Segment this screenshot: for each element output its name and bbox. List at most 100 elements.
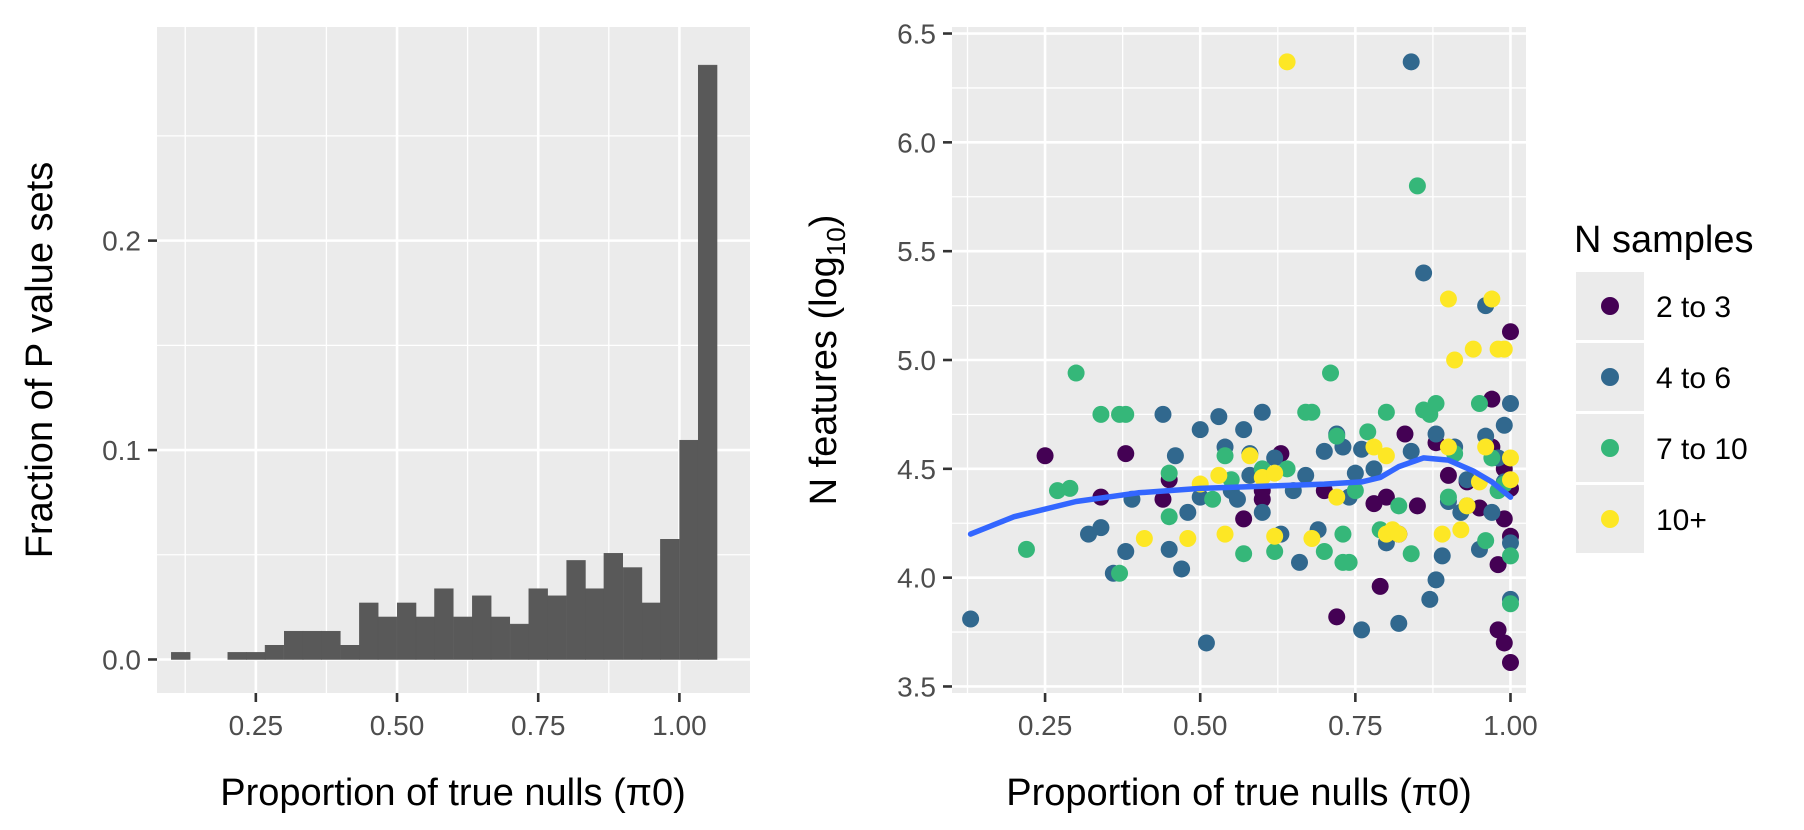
histogram-bar [321,630,341,660]
scatter-smooth-trend-line [967,455,1514,537]
scatter-point [1390,497,1408,515]
scatter-point [1191,421,1209,439]
histogram-bar [472,595,492,660]
scatter-point [1489,621,1507,639]
scatter-point [1377,447,1395,465]
scatter-point [1235,545,1253,563]
scatter-point [1353,621,1371,639]
scatter-point [1117,405,1135,423]
legend-label: 2 to 3 [1656,291,1731,324]
legend-items: 2 to 3 4 to 6 7 to 10 10+ [1576,272,1748,553]
scatter-point [1495,416,1513,434]
scatter-point [1092,405,1110,423]
y-tick-label: 4.0 [897,563,936,594]
histogram-bar [603,553,623,660]
scatter-point [1135,529,1153,547]
scatter-point [1017,540,1035,558]
legend-title: N samples [1574,219,1754,261]
scatter-point [1322,364,1340,382]
histogram-bar [377,616,398,660]
scatter-point [1067,364,1085,382]
histogram-bar [490,616,511,660]
scatter-point [1291,553,1309,571]
scatter-y-axis-title-end: ) [803,215,845,228]
scatter-point [1439,438,1457,456]
scatter-point [1216,525,1234,543]
scatter-point [1204,490,1222,508]
scatter-point [1160,540,1178,558]
scatter-point [1477,438,1495,456]
histogram-x-axis: 0.25 0.50 0.75 1.00 [229,693,707,741]
histogram-bar [679,439,699,660]
scatter-point [962,610,980,628]
scatter-point [1359,423,1377,441]
scatter-point [1464,340,1482,358]
scatter-point [1346,482,1364,500]
scatter-point [1433,525,1451,543]
scatter-point [1402,53,1420,71]
legend-key-dot [1601,510,1619,528]
scatter-point [1371,577,1389,595]
scatter-point [1061,479,1079,497]
x-tick-label: 0.25 [229,710,284,741]
scatter-point [1278,53,1296,71]
x-tick-label: 0.50 [370,710,425,741]
scatter-point [1166,447,1184,465]
histogram-bar [585,588,605,660]
y-tick-label: 6.5 [897,19,936,50]
legend-label: 4 to 6 [1656,362,1731,395]
y-tick-label: 6.0 [897,127,936,158]
scatter-point [1173,560,1191,578]
histogram-bar [566,560,586,660]
x-tick-label: 0.75 [511,710,566,741]
scatter-point [1427,571,1445,589]
scatter-point [1501,395,1519,413]
scatter-point [1501,534,1519,552]
scatter-point [1266,543,1284,561]
histogram-bar [547,595,567,660]
scatter-point [1408,497,1426,515]
scatter-point [1495,634,1513,652]
scatter-point [1328,488,1346,506]
histogram-bar [171,652,191,660]
legend-item: 4 to 6 [1576,343,1731,411]
histogram-bar [284,630,304,660]
scatter-point [1303,529,1321,547]
scatter-point [1266,527,1284,545]
scatter-point [1297,466,1315,484]
histogram-bar [302,630,322,660]
scatter-point [1501,449,1519,467]
scatter-point [1334,553,1352,571]
scatter-point [1402,545,1420,563]
scatter-point [1452,521,1470,539]
scatter-point [1427,395,1445,413]
histogram-bar [528,588,548,660]
scatter-y-axis-title-main: N features (log [803,256,845,505]
histogram-bar [227,652,247,660]
scatter-point [1489,556,1507,574]
scatter-point [1216,447,1234,465]
scatter-y-axis: 3.5 4.0 4.5 5.0 5.5 6.0 6.5 [897,19,952,702]
scatter-point [1483,290,1501,308]
y-tick-label: 4.5 [897,454,936,485]
scatter-point [1253,490,1271,508]
scatter-point [1160,464,1178,482]
scatter-point [1439,466,1457,484]
histogram-bar [453,616,473,660]
scatter-point [1210,408,1228,426]
scatter-point [1334,525,1352,543]
y-tick-label: 5.0 [897,345,936,376]
scatter-point [1483,503,1501,521]
legend-key-dot [1601,297,1619,315]
scatter-point [1111,564,1129,582]
histogram-bar [246,652,266,660]
scatter-point [1328,427,1346,445]
legend-key-dot [1601,368,1619,386]
scatter-point [1328,608,1346,626]
y-tick-label: 0.0 [102,644,141,675]
histogram-bar [509,623,530,660]
scatter-point [1154,490,1172,508]
scatter-point [1421,590,1439,608]
scatter-point [1501,595,1519,613]
